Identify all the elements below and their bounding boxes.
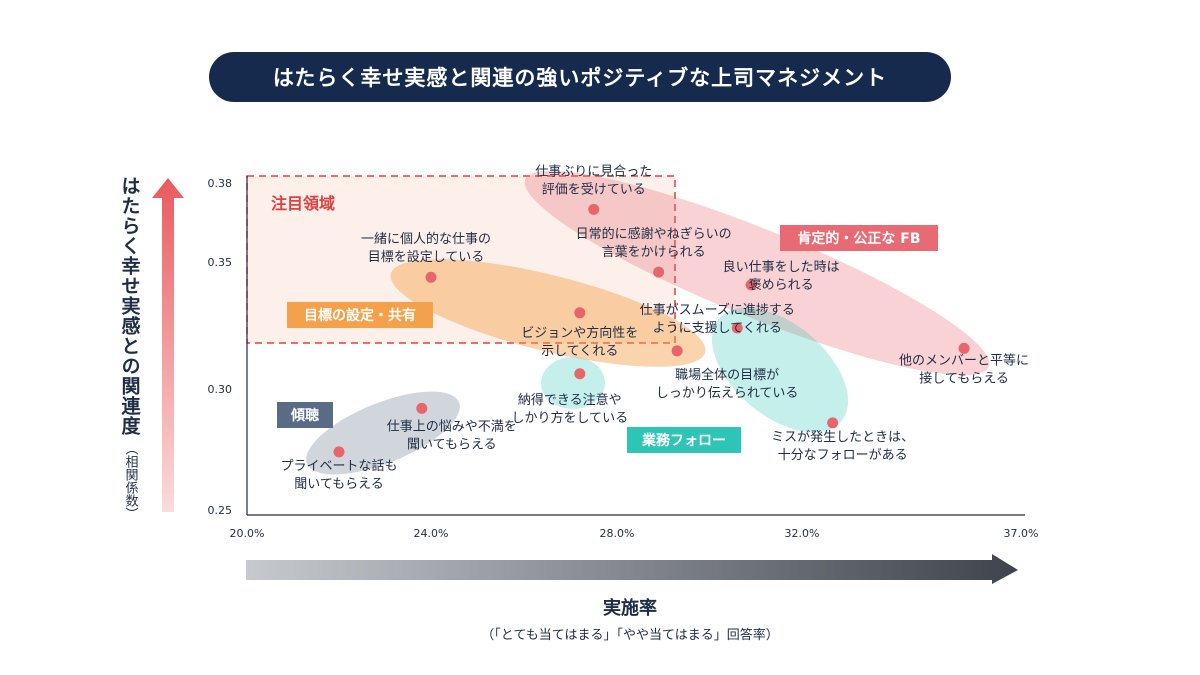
point-label: 一緒に個人的な仕事の目標を設定している <box>361 231 491 265</box>
y-axis-note: （相関係数） <box>122 442 138 520</box>
group-tag-text: 業務フォロー <box>641 432 726 449</box>
group-tag-goal: 目標の設定・共有 <box>287 302 433 328</box>
group-tag-follow: 業務フォロー <box>627 427 741 453</box>
group-tag-text: 肯定的・公正な FB <box>797 230 920 247</box>
point-label: 良い仕事をした時は褒められる <box>723 259 840 293</box>
ellipse-follow-small <box>541 357 605 409</box>
data-point <box>958 342 970 354</box>
x-tick-label: 20.0% <box>230 527 265 540</box>
x-axis-arrow <box>246 554 1018 584</box>
ellipse-goal <box>390 259 706 367</box>
data-point <box>588 203 600 215</box>
y-axis-label: はたらく幸せ実感との関連度 （相関係数） <box>116 176 144 520</box>
y-tick-label: 0.38 <box>208 177 233 190</box>
group-tag-text: 目標の設定・共有 <box>304 307 416 324</box>
x-tick-label: 28.0% <box>600 527 635 540</box>
focus-region-label: 注目領域 <box>271 194 335 213</box>
x-tick-label: 37.0% <box>1004 527 1039 540</box>
data-point <box>416 402 428 414</box>
ellipse-feedback <box>524 170 990 376</box>
point-label: ミスが発生したときは、十分なフォローがある <box>771 430 914 463</box>
data-point <box>333 446 345 458</box>
y-axis-title: はたらく幸せ実感との関連度 <box>118 176 141 436</box>
data-point <box>745 279 757 291</box>
data-point <box>827 417 839 429</box>
x-tick-label: 24.0% <box>414 527 449 540</box>
point-label: 職場全体の目標がしっかり伝えられている <box>656 367 799 401</box>
point-label: 仕事ぶりに見合った評価を受けている <box>535 164 652 197</box>
group-tag-feedback: 肯定的・公正な FB <box>780 225 938 251</box>
x-tick-label: 32.0% <box>785 527 820 540</box>
y-tick-label: 0.35 <box>208 256 233 269</box>
x-axis-title: 実施率 <box>603 598 657 619</box>
data-point <box>653 266 665 278</box>
data-point <box>574 307 586 319</box>
data-point <box>731 322 743 334</box>
y-axis-arrow <box>152 178 184 512</box>
ellipse-follow <box>711 307 849 433</box>
y-tick-label: 0.30 <box>208 383 233 396</box>
point-label: プライベートな話も聞いてもらえる <box>280 458 397 492</box>
point-label: 他のメンバーと平等に接してもらえる <box>899 352 1029 386</box>
group-tag-listen: 傾聴 <box>277 402 333 428</box>
x-axis-note: （「とても当てはまる」「やや当てはまる」回答率） <box>481 628 779 643</box>
y-tick-label: 0.25 <box>208 504 233 517</box>
point-label: 納得できる注意やしかり方をしている <box>511 392 628 426</box>
data-point <box>425 271 437 283</box>
group-tag-text: 傾聴 <box>290 407 319 424</box>
data-point <box>671 345 683 357</box>
point-label: 日常的に感謝やねぎらいの言葉をかけられる <box>576 226 732 260</box>
point-label: 仕事がスムーズに進捗するように支援してくれる <box>640 302 795 336</box>
point-label: 仕事上の悩みや不満を聞いてもらえる <box>387 419 517 452</box>
point-label: ビジョンや方向性を示してくれる <box>521 325 638 359</box>
data-point <box>574 368 586 380</box>
chart-title: はたらく幸せ実感と関連の強いポジティブな上司マネジメント <box>209 52 951 102</box>
